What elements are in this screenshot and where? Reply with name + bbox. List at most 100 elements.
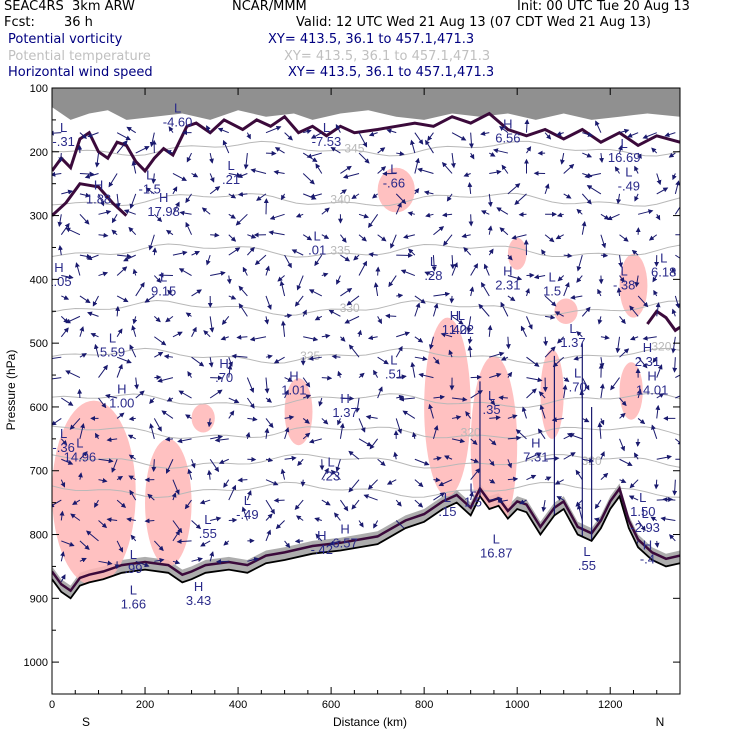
field-xy-theta: XY= 413.5, 36.1 to 457.1,471.3 bbox=[284, 49, 491, 64]
wind-vector bbox=[358, 234, 367, 242]
wind-vector bbox=[369, 438, 379, 450]
wind-vector bbox=[116, 412, 125, 419]
wind-vector bbox=[153, 275, 162, 284]
wind-vector bbox=[451, 262, 458, 276]
wind-vector bbox=[87, 132, 99, 138]
wind-vector bbox=[654, 540, 660, 548]
wind-vector bbox=[463, 172, 471, 177]
wind-vector bbox=[154, 336, 167, 346]
wind-vector bbox=[128, 454, 137, 460]
wind-vector bbox=[410, 361, 416, 378]
wind-vector bbox=[505, 336, 511, 350]
wind-vector bbox=[238, 303, 248, 317]
wind-vector bbox=[65, 315, 81, 324]
wind-vector bbox=[526, 316, 533, 330]
wind-vector bbox=[190, 459, 196, 469]
wind-vector bbox=[650, 516, 657, 522]
wind-vector bbox=[396, 374, 407, 380]
wind-vector bbox=[340, 336, 346, 342]
wind-vector bbox=[302, 309, 307, 317]
extremum-symbol: L bbox=[174, 101, 181, 116]
wind-vector bbox=[365, 414, 378, 420]
pv-contour-right bbox=[646, 309, 680, 333]
wind-vector bbox=[172, 250, 188, 256]
wind-vector bbox=[273, 356, 285, 364]
wind-vector bbox=[489, 372, 502, 379]
extremum-value: 2.31 bbox=[635, 354, 660, 369]
wind-vector bbox=[586, 185, 602, 195]
wind-vector bbox=[280, 468, 286, 480]
extremum-symbol: L bbox=[76, 436, 83, 451]
pv-contour-fold bbox=[52, 182, 128, 217]
wind-vector bbox=[302, 234, 313, 241]
wind-vector bbox=[153, 418, 162, 432]
wind-vector bbox=[185, 221, 193, 235]
wind-vector bbox=[226, 275, 232, 285]
extremum-value: .28 bbox=[424, 268, 442, 283]
wind-vector bbox=[321, 418, 329, 425]
extremum-value: .35 bbox=[483, 402, 501, 417]
wind-vector bbox=[172, 530, 181, 542]
wind-vector bbox=[628, 495, 639, 501]
wind-vector bbox=[60, 316, 69, 324]
wind-vector bbox=[201, 207, 211, 215]
wind-vector bbox=[554, 311, 564, 317]
wind-vector bbox=[310, 132, 323, 139]
extremum-symbol: L bbox=[130, 582, 137, 597]
x-axis-tick-label: 800 bbox=[415, 699, 433, 711]
wind-vector bbox=[116, 266, 128, 276]
wind-vector bbox=[428, 403, 434, 419]
wind-vector bbox=[451, 396, 468, 402]
wind-vector bbox=[98, 560, 113, 566]
wind-vector bbox=[375, 266, 381, 276]
wind-vector bbox=[358, 152, 370, 164]
wind-speed-max-region bbox=[507, 237, 527, 270]
wind-vector bbox=[597, 316, 603, 325]
wind-vector bbox=[499, 125, 509, 134]
wind-vector bbox=[344, 315, 360, 324]
wind-vector bbox=[284, 389, 289, 399]
wind-vector bbox=[75, 262, 81, 276]
wind-vector bbox=[90, 332, 99, 338]
init-time: Init: 00 UTC Tue 20 Aug 13 bbox=[517, 0, 690, 14]
wind-vector bbox=[537, 428, 546, 440]
extremum-value: 14.01 bbox=[636, 383, 669, 398]
wind-vector bbox=[227, 364, 233, 378]
wind-vector bbox=[153, 540, 164, 552]
wind-vector bbox=[302, 418, 310, 424]
wind-vector bbox=[581, 306, 591, 317]
wind-vector bbox=[562, 384, 568, 399]
wind-vector bbox=[303, 129, 312, 134]
wind-vector bbox=[52, 130, 62, 136]
wind-vector bbox=[507, 295, 516, 302]
wind-vector bbox=[461, 233, 471, 239]
wind-vector bbox=[396, 331, 411, 338]
wind-vector bbox=[377, 234, 387, 242]
field-xy-wind: XY= 413.5, 36.1 to 457.1,471.3 bbox=[288, 65, 495, 80]
extremum-symbol: L bbox=[60, 120, 67, 135]
wind-vector bbox=[208, 357, 214, 368]
wind-vector bbox=[79, 451, 88, 460]
wind-vector bbox=[284, 455, 297, 461]
wind-vector bbox=[79, 213, 90, 225]
wind-vector bbox=[302, 377, 311, 388]
wind-vector bbox=[148, 234, 155, 251]
wind-vector bbox=[619, 316, 626, 325]
wind-vector bbox=[671, 308, 677, 317]
extremum-symbol: L bbox=[390, 353, 397, 368]
wind-vector bbox=[433, 291, 451, 297]
wind-vector bbox=[675, 395, 680, 399]
wind-vector bbox=[185, 414, 192, 420]
extremum-value: -.4 bbox=[640, 552, 655, 567]
wind-vector bbox=[402, 410, 416, 419]
extremum-value: -.38 bbox=[613, 277, 635, 292]
wind-vector bbox=[655, 404, 661, 419]
wind-vector bbox=[342, 172, 360, 179]
wind-vector bbox=[582, 152, 593, 158]
model-title: SEAC4RS 3km ARW bbox=[4, 0, 135, 14]
wind-vector bbox=[507, 183, 521, 195]
wind-vector bbox=[407, 211, 415, 217]
wind-vector bbox=[616, 193, 622, 205]
wind-vector bbox=[172, 331, 183, 338]
wind-vector bbox=[507, 459, 512, 469]
